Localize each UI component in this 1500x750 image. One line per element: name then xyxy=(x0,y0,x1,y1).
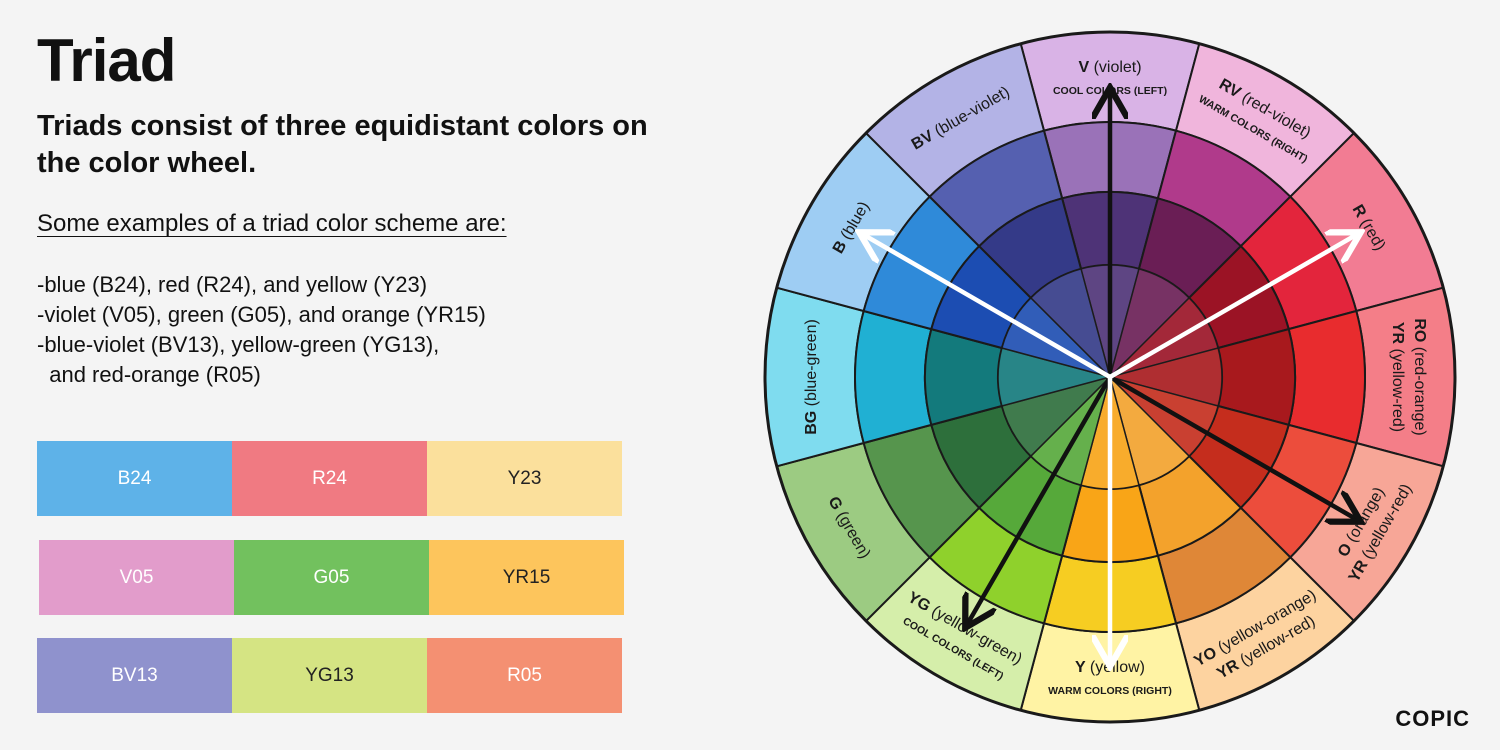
example-list: -blue (B24), red (R24), and yellow (Y23)… xyxy=(37,270,486,390)
wheel-label-ro: RO (red-orange) YR (yellow-red) xyxy=(1389,318,1428,435)
page-subtitle: Triads consist of three equidistant colo… xyxy=(37,110,648,180)
wheel-outline xyxy=(763,30,1457,724)
swatch-b24: B24 xyxy=(37,441,232,516)
swatch-row-violet-green-orange: V05 G05 YR15 xyxy=(39,540,624,615)
example-item: -violet (V05), green (G05), and orange (… xyxy=(37,302,486,327)
example-item: and red-orange (R05) xyxy=(37,362,261,387)
copic-logo: COPIC xyxy=(1395,706,1470,731)
svg-text:WARM COLORS (RIGHT): WARM COLORS (RIGHT) xyxy=(1048,685,1172,697)
swatch-yg13: YG13 xyxy=(232,638,427,713)
color-wheel: V (violet)COOL COLORS (LEFT)RV (red-viol… xyxy=(763,30,1457,724)
swatch-row-blueviolet-yellowgreen-redorange: BV13 YG13 R05 xyxy=(37,638,622,713)
swatch-r05: R05 xyxy=(427,638,622,713)
swatch-r24: R24 xyxy=(232,441,427,516)
swatch-v05: V05 xyxy=(39,540,234,615)
svg-text:V (violet): V (violet) xyxy=(1078,59,1141,76)
svg-text:BG (blue-green): BG (blue-green) xyxy=(803,319,820,435)
wheel-cell-bg-middle xyxy=(854,309,933,445)
swatch-row-blue-red-yellow: B24 R24 Y23 xyxy=(37,441,622,516)
examples-heading: Some examples of a triad color scheme ar… xyxy=(37,210,507,237)
wheel-label-bg: BG (blue-green) xyxy=(803,319,820,435)
arrow-to-r xyxy=(1107,235,1357,380)
wheel-cell-bv-center xyxy=(1029,267,1112,380)
wheel-cell-ro-middle xyxy=(1287,309,1366,445)
svg-text:RO (red-orange): RO (red-orange) xyxy=(1411,318,1428,435)
wheel-label-y: Y (yellow)WARM COLORS (RIGHT) xyxy=(1048,659,1172,697)
arrow-to-b xyxy=(863,235,1113,380)
svg-text:YR (yellow-red): YR (yellow-red) xyxy=(1389,322,1406,432)
swatch-yr15: YR15 xyxy=(429,540,624,615)
arrow-to-o xyxy=(1107,374,1357,520)
example-item: -blue-violet (BV13), yellow-green (YG13)… xyxy=(37,332,440,357)
page-title: Triad xyxy=(37,27,176,94)
example-item: -blue (B24), red (R24), and yellow (Y23) xyxy=(37,272,428,297)
arrow-to-yg xyxy=(968,374,1113,624)
swatch-bv13: BV13 xyxy=(37,638,232,713)
swatch-y23: Y23 xyxy=(427,441,622,516)
swatch-g05: G05 xyxy=(234,540,429,615)
